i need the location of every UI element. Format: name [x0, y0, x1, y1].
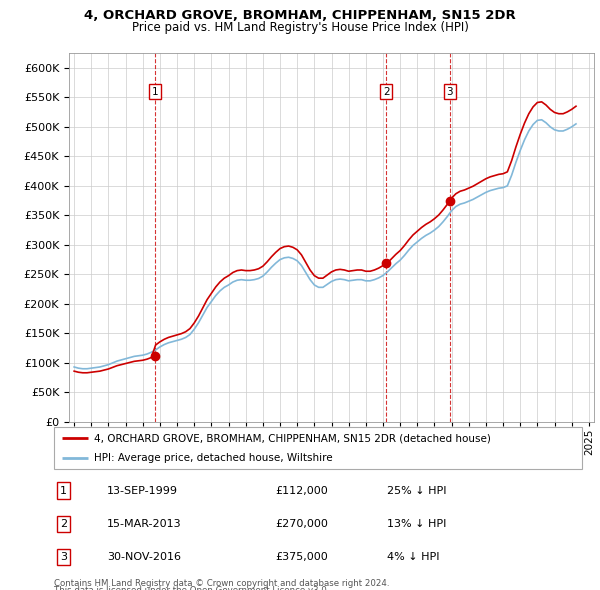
Text: 3: 3	[446, 87, 453, 97]
Text: 13-SEP-1999: 13-SEP-1999	[107, 486, 178, 496]
Text: 4, ORCHARD GROVE, BROMHAM, CHIPPENHAM, SN15 2DR: 4, ORCHARD GROVE, BROMHAM, CHIPPENHAM, S…	[84, 9, 516, 22]
Text: 2: 2	[383, 87, 390, 97]
Text: 1: 1	[151, 87, 158, 97]
Text: 3: 3	[60, 552, 67, 562]
Text: This data is licensed under the Open Government Licence v3.0.: This data is licensed under the Open Gov…	[54, 586, 329, 590]
Text: £270,000: £270,000	[276, 519, 329, 529]
Text: 4% ↓ HPI: 4% ↓ HPI	[386, 552, 439, 562]
Text: HPI: Average price, detached house, Wiltshire: HPI: Average price, detached house, Wilt…	[94, 454, 332, 463]
Text: Contains HM Land Registry data © Crown copyright and database right 2024.: Contains HM Land Registry data © Crown c…	[54, 579, 389, 588]
Text: £112,000: £112,000	[276, 486, 329, 496]
Text: 2: 2	[60, 519, 67, 529]
Text: 15-MAR-2013: 15-MAR-2013	[107, 519, 181, 529]
Text: 25% ↓ HPI: 25% ↓ HPI	[386, 486, 446, 496]
Text: 4, ORCHARD GROVE, BROMHAM, CHIPPENHAM, SN15 2DR (detached house): 4, ORCHARD GROVE, BROMHAM, CHIPPENHAM, S…	[94, 434, 490, 444]
Text: Price paid vs. HM Land Registry's House Price Index (HPI): Price paid vs. HM Land Registry's House …	[131, 21, 469, 34]
Text: 1: 1	[60, 486, 67, 496]
Text: £375,000: £375,000	[276, 552, 329, 562]
Text: 30-NOV-2016: 30-NOV-2016	[107, 552, 181, 562]
Text: 13% ↓ HPI: 13% ↓ HPI	[386, 519, 446, 529]
